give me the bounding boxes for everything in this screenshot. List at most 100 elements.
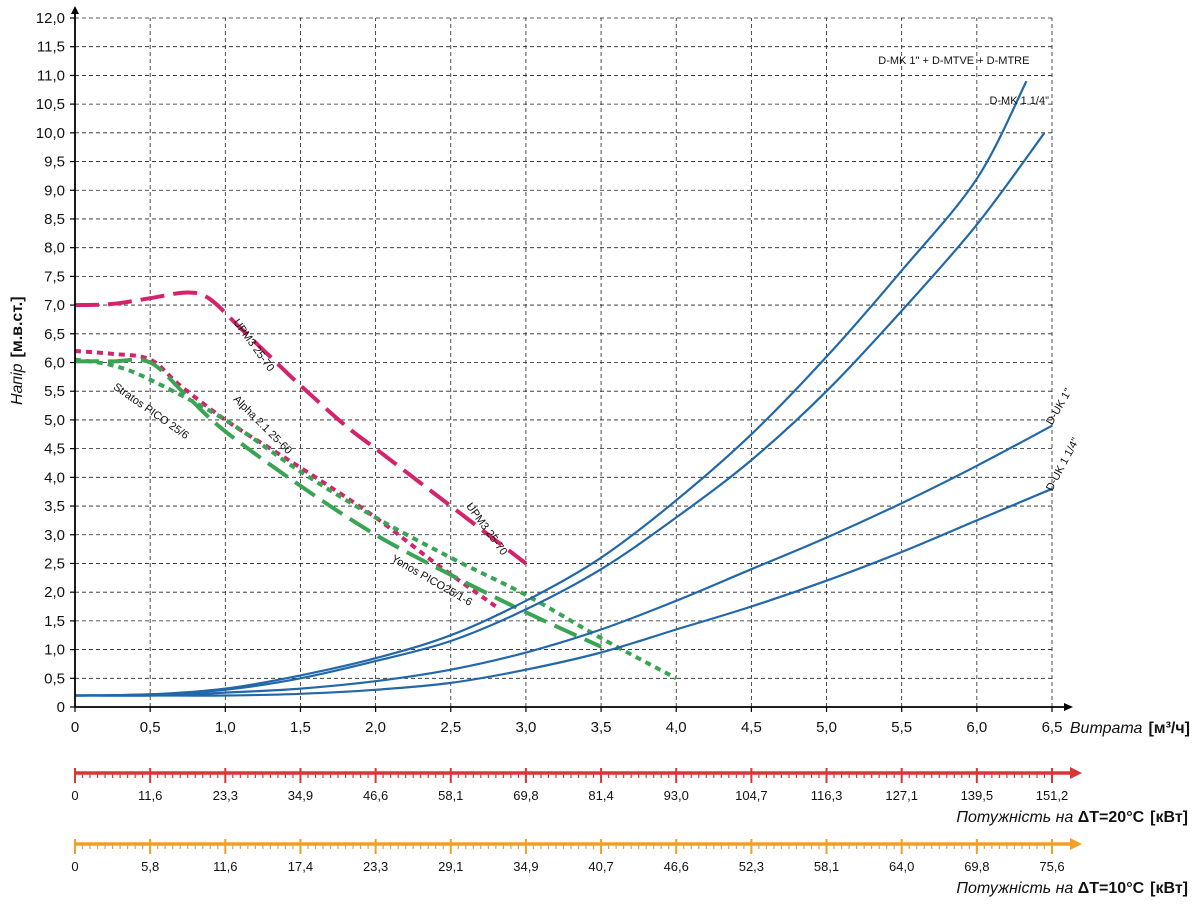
power-axes: 0 11,6 23,3 34,9 46,6 58,1 69,8 81,4 93,0 104,7 11… <box>71 767 1082 874</box>
series-d-uk-1-1-4-line <box>75 487 1053 697</box>
x-tick-label: 1,5 <box>290 719 311 736</box>
y-tick-label: 11,5 <box>37 39 65 56</box>
power-axis-tick-label: 69,8 <box>513 788 538 803</box>
x-axis-arrow <box>1064 703 1073 711</box>
y-tick-label: 0 <box>57 699 65 716</box>
y-tick-label: 10,5 <box>36 96 65 113</box>
curves <box>74 80 1053 697</box>
x-tick-label: 3,5 <box>591 719 612 736</box>
series-yonos-pico25-1-6-line <box>74 357 602 649</box>
axes <box>70 6 1073 712</box>
power-axis-tick-label: 17,4 <box>288 859 313 874</box>
power-axis-tick-label: 29,1 <box>438 859 463 874</box>
power-axis-10: 0 5,8 11,6 17,4 23,3 29,1 34,9 40,7 46,6 52,3 58,1… <box>71 838 1082 874</box>
y-tick-label: 7,5 <box>44 268 65 285</box>
series-upm3-25-70-line <box>74 290 528 566</box>
y-tick-label: 4,5 <box>44 441 65 458</box>
y-tick-label: 3,5 <box>44 498 65 515</box>
y-tick-label: 4,0 <box>44 469 65 486</box>
y-tick-label: 8,5 <box>44 211 65 228</box>
power-axis-tick-label: 11,6 <box>213 859 237 874</box>
x-tick-label: 6,0 <box>966 719 987 736</box>
power-axis-tick-label: 64,0 <box>889 859 914 874</box>
power-axis-tick-label: 46,6 <box>363 788 388 803</box>
x-tick-label: 0 <box>71 719 79 736</box>
y-tick-label: 7,0 <box>44 297 65 314</box>
y-axis-title: Напір [м.в.ст.] <box>9 296 26 405</box>
x-tick-label: 5,0 <box>816 719 837 736</box>
power-axis-tick-label: 23,3 <box>363 859 388 874</box>
y-tick-label: 2,5 <box>44 555 65 572</box>
x-tick-label: 5,5 <box>891 719 912 736</box>
y-axis-unit: [м.в.ст.] <box>9 296 26 357</box>
y-tick-label: 5,0 <box>44 412 65 429</box>
curve-label-upm3-25-70: UPM3 25-70 <box>463 501 509 558</box>
curve-label-d-uk-1: D-UK 1" <box>1044 386 1074 427</box>
series-d-mk-1-1-4-line <box>74 132 1046 697</box>
power-axis-tick-label: 58,1 <box>438 788 463 803</box>
series-alpha-2-1-25-60-line <box>74 349 498 609</box>
curve-label-d-uk-1-1-4: D-UK 1 1/4" <box>1044 436 1082 493</box>
power-axis-tick-label: 127,1 <box>885 788 918 803</box>
x-tick-label: 6,5 <box>1042 719 1063 736</box>
y-tick-label: 3,0 <box>44 527 65 544</box>
y-tick-label: 1,0 <box>44 642 65 659</box>
power-axis-tick-label: 139,5 <box>961 788 994 803</box>
power-axis-tick-label: 34,9 <box>513 859 538 874</box>
power-axis-tick-label: 5,8 <box>141 859 159 874</box>
series-d-uk-1-line <box>74 424 1053 697</box>
power-axis-arrow <box>1070 767 1082 779</box>
x-tick-label: 2,0 <box>365 719 386 736</box>
x-axis-label: Витрата <box>1070 720 1143 737</box>
power-axis-tick-label: 151,2 <box>1036 788 1069 803</box>
power-axis-arrow <box>1070 838 1082 850</box>
curve-label-d-mk-1-1-4: D-MK 1 1/4" <box>989 95 1049 107</box>
y-axis-arrow <box>71 6 79 14</box>
power-axis-10-unit: [кВт] <box>1150 880 1188 897</box>
y-tick-label: 2,0 <box>44 584 65 601</box>
y-tick-label: 9,0 <box>44 182 65 199</box>
x-axis-title: Витрата [м³/ч] <box>1070 720 1190 737</box>
series-d-mk-1-d-mtve-d-mtre-line <box>74 80 1028 697</box>
y-tick-label: 11,0 <box>37 67 65 84</box>
y-tick-label: 0,5 <box>44 670 65 687</box>
power-axis-tick-label: 34,9 <box>288 788 313 803</box>
y-tick-label: 6,5 <box>44 326 65 343</box>
series-stratos-pico-25-6-line <box>74 357 678 681</box>
curve-label-d-mk-1-d-mtve-d-mtre: D-MK 1" + D-MTVE + D-MTRE <box>878 55 1029 67</box>
x-tick-label: 3,0 <box>515 719 536 736</box>
x-tick-label: 2,5 <box>440 719 461 736</box>
grid-lines <box>75 17 1053 707</box>
curve-label-upm3-25-70: UPM3 25-70 <box>230 317 276 374</box>
x-tick-label: 0,5 <box>140 719 161 736</box>
power-axis-tick-label: 104,7 <box>735 788 768 803</box>
power-axis-tick-label: 0 <box>71 788 78 803</box>
power-axis-20-prefix: Потужність на <box>956 809 1077 826</box>
y-tick-label: 6,0 <box>44 355 65 372</box>
y-tick-label: 1,5 <box>44 613 65 630</box>
y-tick-label: 12,0 <box>36 10 65 27</box>
y-tick-label: 5,5 <box>44 383 65 400</box>
power-axis-tick-label: 23,3 <box>213 788 238 803</box>
y-tick-label: 8,0 <box>44 240 65 257</box>
y-axis-label: Напір <box>9 363 26 405</box>
power-axis-20-title: Потужність на ΔT=20°C [кВт] <box>956 809 1188 826</box>
power-axis-tick-label: 52,3 <box>739 859 764 874</box>
power-axis-tick-label: 69,8 <box>964 859 989 874</box>
power-axis-tick-label: 81,4 <box>588 788 613 803</box>
power-axis-tick-label: 75,6 <box>1039 859 1064 874</box>
power-axis-tick-label: 46,6 <box>664 859 689 874</box>
y-tick-label: 9,5 <box>44 154 65 171</box>
power-axis-tick-label: 93,0 <box>664 788 689 803</box>
x-tick-label: 1,0 <box>215 719 236 736</box>
y-tick-label: 10,0 <box>36 125 65 142</box>
power-axis-10-prefix: Потужність на <box>956 880 1077 897</box>
x-tick-label: 4,0 <box>666 719 687 736</box>
power-axis-tick-label: 58,1 <box>814 859 839 874</box>
power-axis-tick-label: 116,3 <box>811 788 843 803</box>
power-axis-10-title: Потужність на ΔT=10°C [кВт] <box>956 880 1188 897</box>
power-axis-tick-label: 40,7 <box>588 859 613 874</box>
power-axis-20: 0 11,6 23,3 34,9 46,6 58,1 69,8 81,4 93,0 104,7 11… <box>71 767 1082 803</box>
